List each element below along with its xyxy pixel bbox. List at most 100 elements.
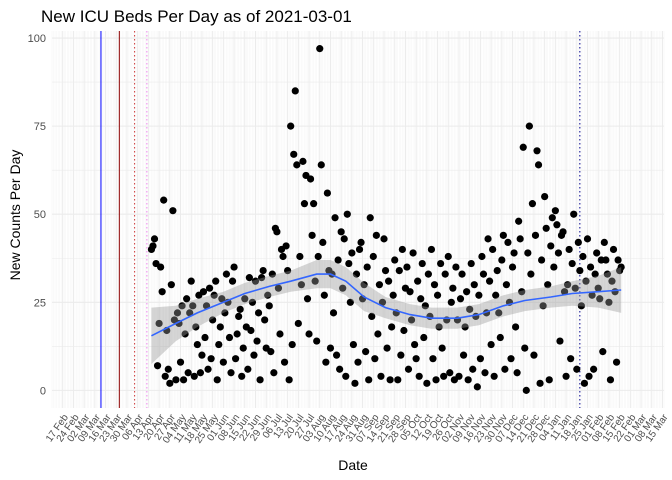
data-point — [377, 372, 385, 380]
data-point — [233, 330, 241, 338]
data-point — [164, 365, 172, 373]
data-point — [591, 270, 599, 278]
data-point — [564, 281, 572, 289]
data-point — [586, 263, 595, 271]
data-point — [391, 256, 399, 264]
data-point — [444, 252, 452, 261]
data-point — [183, 295, 191, 303]
data-point — [287, 122, 295, 130]
data-point — [407, 316, 416, 324]
data-point — [339, 284, 347, 292]
data-point — [612, 358, 621, 366]
data-point — [232, 355, 240, 363]
data-point — [409, 249, 417, 257]
data-point — [507, 355, 515, 363]
data-point — [398, 245, 406, 254]
data-point — [355, 245, 364, 254]
data-point — [437, 259, 445, 268]
data-point — [492, 291, 500, 299]
data-point — [222, 270, 231, 278]
data-point — [516, 235, 524, 243]
data-point — [438, 344, 446, 352]
data-point — [531, 231, 540, 239]
data-point — [539, 302, 547, 310]
data-point — [568, 259, 576, 268]
data-point — [481, 369, 489, 377]
data-point — [216, 323, 224, 331]
data-point — [153, 362, 162, 370]
data-point — [508, 263, 517, 271]
data-point — [478, 252, 486, 261]
data-point — [184, 369, 192, 377]
data-point — [244, 365, 252, 373]
data-point — [527, 270, 535, 278]
data-point — [542, 224, 550, 232]
data-point — [441, 270, 449, 278]
data-point — [193, 340, 201, 349]
data-point — [351, 379, 359, 387]
data-point — [414, 277, 422, 285]
data-point — [580, 379, 589, 387]
data-point — [400, 326, 408, 335]
data-point — [518, 288, 526, 296]
data-point — [504, 238, 512, 247]
x-axis-title: Date — [338, 457, 368, 473]
data-point — [280, 358, 289, 366]
data-point — [522, 386, 530, 394]
data-point — [343, 210, 351, 218]
data-point — [274, 284, 283, 292]
data-point — [545, 376, 553, 384]
data-point — [366, 214, 374, 222]
data-point — [501, 365, 509, 373]
data-point — [354, 358, 362, 366]
data-point — [270, 369, 278, 377]
data-point — [466, 305, 474, 313]
data-point — [556, 337, 564, 345]
data-point — [190, 372, 198, 380]
data-point — [254, 309, 263, 317]
data-point — [205, 284, 214, 292]
data-point — [559, 228, 567, 236]
data-point — [371, 355, 379, 363]
data-point — [447, 298, 455, 306]
data-point — [449, 284, 457, 292]
data-point — [495, 309, 503, 317]
data-point — [585, 372, 593, 380]
data-point — [562, 372, 570, 380]
data-point — [594, 284, 602, 292]
data-point — [342, 372, 350, 380]
data-point — [279, 252, 287, 261]
data-point — [565, 245, 573, 254]
data-point — [553, 221, 561, 229]
data-point — [378, 298, 387, 306]
data-point — [294, 319, 302, 328]
data-point — [306, 175, 315, 183]
data-point — [485, 277, 494, 285]
data-point — [236, 305, 244, 313]
data-point — [412, 355, 420, 363]
data-point — [571, 284, 579, 292]
data-point — [176, 358, 185, 366]
data-point — [385, 277, 393, 285]
data-point — [499, 231, 507, 239]
data-point — [435, 323, 443, 331]
data-point — [187, 277, 195, 285]
data-point — [225, 333, 234, 342]
data-point — [158, 288, 166, 296]
y-tick-label: 25 — [34, 297, 46, 309]
data-point — [475, 291, 483, 299]
data-point — [461, 323, 469, 331]
data-point — [395, 266, 403, 275]
y-tick-label: 75 — [34, 121, 46, 133]
data-point — [149, 242, 157, 250]
data-point — [181, 330, 189, 338]
data-point — [362, 348, 370, 356]
data-point — [316, 45, 324, 53]
data-point — [423, 379, 431, 387]
data-point — [363, 263, 371, 271]
data-point — [297, 281, 305, 289]
data-point — [230, 263, 238, 271]
data-point — [329, 309, 338, 317]
data-point — [582, 277, 590, 285]
smooth-trend-line — [151, 273, 622, 337]
